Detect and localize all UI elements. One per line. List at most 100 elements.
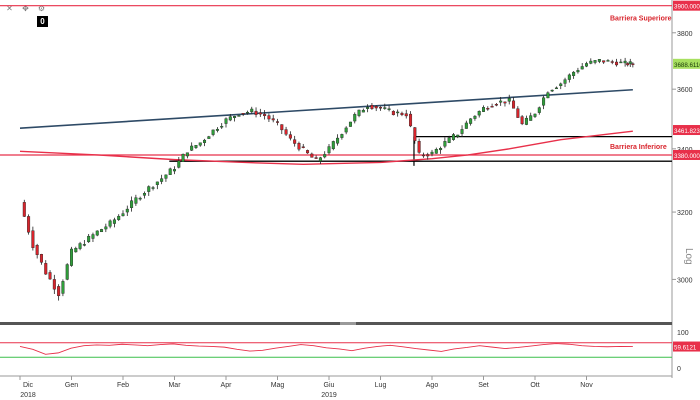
candle-body xyxy=(516,108,520,118)
x-tick-label: Lug xyxy=(375,382,387,389)
candle-body xyxy=(623,60,627,64)
toolbar-box[interactable]: 0 xyxy=(37,16,48,27)
candle-body xyxy=(211,129,215,135)
candle-body xyxy=(203,139,207,143)
candle-body xyxy=(31,230,35,248)
candle-body xyxy=(44,263,48,275)
candle-body xyxy=(263,113,267,117)
candle-body xyxy=(499,100,503,103)
candle-body xyxy=(387,108,391,110)
candle-body xyxy=(125,208,129,213)
candle-body xyxy=(254,110,258,115)
candle-body xyxy=(554,87,558,90)
candle-body xyxy=(396,111,400,114)
candle-body xyxy=(27,216,31,233)
move-icon[interactable]: ✥ xyxy=(22,4,29,13)
candle-body xyxy=(241,113,245,115)
candle-body xyxy=(168,168,172,175)
candle-body xyxy=(430,151,434,155)
candle-body xyxy=(391,110,395,116)
oscillator-tag-label: 59.6121 xyxy=(674,345,697,352)
x-tick-label: Ott xyxy=(530,382,539,389)
candle-body xyxy=(379,107,383,109)
oscillator-tick-label: 0 xyxy=(677,366,681,373)
candle-body xyxy=(245,111,249,114)
candle-body xyxy=(301,146,305,148)
candle-body xyxy=(576,70,580,73)
candle-body xyxy=(443,141,447,147)
candle-body xyxy=(104,226,108,230)
candle-body xyxy=(619,61,623,64)
candle-body xyxy=(306,150,310,154)
price-tag-label: 3461.8238 xyxy=(674,128,700,135)
settings-icon[interactable]: ⚙ xyxy=(37,4,46,13)
candle-body xyxy=(606,60,610,62)
candle-body xyxy=(177,160,181,168)
candle-body xyxy=(473,115,477,119)
price-tag-label: 3900.0000 xyxy=(674,4,700,11)
x-tick-label: Mag xyxy=(271,382,285,389)
candle-body xyxy=(61,281,65,294)
candle-body xyxy=(503,101,507,104)
candle-body xyxy=(293,139,297,144)
price-tag xyxy=(673,0,700,11)
candle-body xyxy=(631,63,635,65)
candle-body xyxy=(340,134,344,138)
candle-body xyxy=(181,153,185,162)
candle-body xyxy=(529,115,533,121)
candle-body xyxy=(482,107,486,112)
candle-body xyxy=(357,109,361,116)
candle-body xyxy=(198,142,202,146)
candle-body xyxy=(494,104,498,106)
candle-body xyxy=(323,154,327,158)
candle-body xyxy=(615,61,619,66)
candle-body xyxy=(413,127,417,141)
candle-body xyxy=(456,134,460,137)
x-tick-label: Set xyxy=(478,382,489,389)
candle-body xyxy=(314,157,318,159)
candle-body xyxy=(155,181,159,185)
candle-body xyxy=(370,105,374,109)
candle-body xyxy=(610,61,614,63)
candle-body xyxy=(524,117,528,125)
candle-body xyxy=(65,264,69,280)
candle-body xyxy=(52,279,56,290)
candle-body xyxy=(593,60,597,63)
candle-body xyxy=(185,152,189,157)
candle-body xyxy=(602,60,606,63)
candle-body xyxy=(477,111,481,116)
x-tick-label: Apr xyxy=(221,382,233,389)
candle-body xyxy=(469,118,473,124)
candle-body xyxy=(288,134,292,139)
candle-body xyxy=(512,100,516,109)
candle-body xyxy=(138,197,142,200)
candle-body xyxy=(57,286,61,297)
price-tag xyxy=(673,149,700,160)
candle-body xyxy=(48,272,52,280)
candle-body xyxy=(460,129,464,134)
moving-average-line xyxy=(19,130,633,165)
candle-body xyxy=(439,148,443,151)
candle-body xyxy=(400,112,404,116)
candle-body xyxy=(310,153,314,158)
trendline xyxy=(19,88,633,129)
candle-body xyxy=(597,59,601,62)
candle-body xyxy=(82,244,86,246)
candle-body xyxy=(69,248,73,266)
candle-body xyxy=(164,174,168,179)
candle-body xyxy=(267,115,271,120)
candle-body xyxy=(280,124,284,131)
candle-body xyxy=(572,71,576,76)
pane-separator xyxy=(0,322,672,325)
x-tick-label: Dic xyxy=(23,382,34,389)
annotation-label: Barriera Superiore xyxy=(610,16,672,23)
candle-body xyxy=(464,122,468,129)
oscillator-tag xyxy=(673,341,700,352)
candle-body xyxy=(147,186,151,192)
candle-body xyxy=(567,74,571,80)
candle-body xyxy=(74,248,78,253)
cross-icon[interactable]: ✕ xyxy=(6,4,13,13)
x-tick-label: Giu xyxy=(324,382,335,389)
